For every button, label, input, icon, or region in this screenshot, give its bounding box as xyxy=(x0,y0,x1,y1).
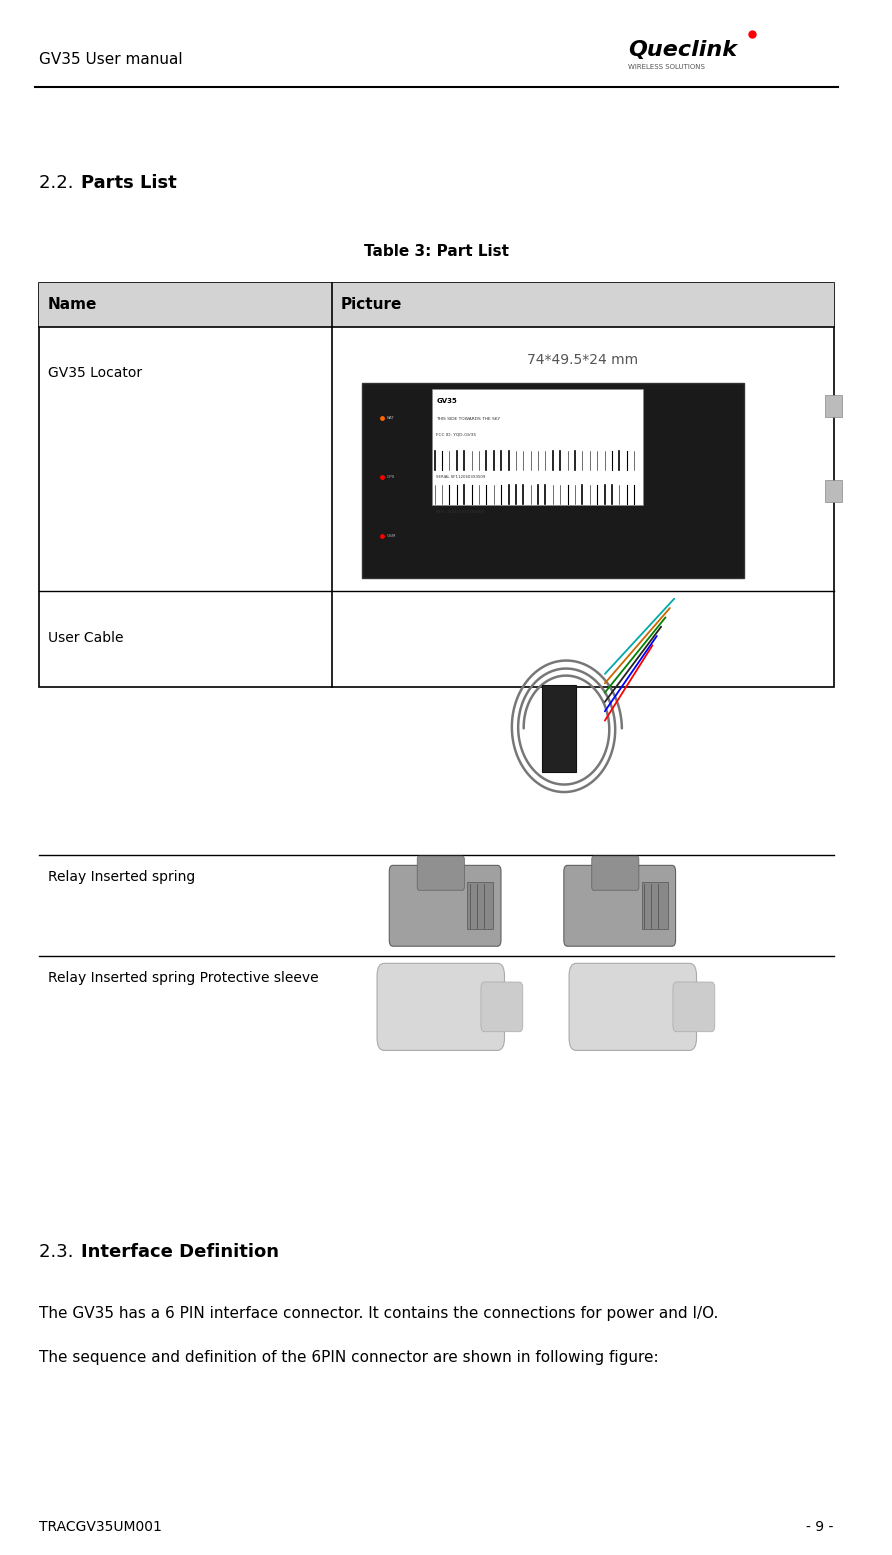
Text: Picture: Picture xyxy=(341,297,401,313)
Text: IMEI: 359231037393509: IMEI: 359231037393509 xyxy=(436,510,484,515)
Bar xyxy=(825,480,842,502)
Text: The GV35 has a 6 PIN interface connector. It contains the connections for power : The GV35 has a 6 PIN interface connector… xyxy=(39,1306,719,1322)
Text: GV35 Locator: GV35 Locator xyxy=(48,367,142,381)
FancyBboxPatch shape xyxy=(564,866,675,947)
FancyBboxPatch shape xyxy=(569,964,697,1051)
FancyBboxPatch shape xyxy=(591,857,639,891)
Text: THIS SIDE TOWARDS THE SKY: THIS SIDE TOWARDS THE SKY xyxy=(436,417,500,421)
Text: - 9 -: - 9 - xyxy=(806,1519,833,1535)
FancyBboxPatch shape xyxy=(417,857,465,891)
Text: SERIAL SF1120603X3509: SERIAL SF1120603X3509 xyxy=(436,474,486,479)
Text: Table 3: Part List: Table 3: Part List xyxy=(364,244,509,260)
Text: GPS: GPS xyxy=(386,476,395,479)
Text: WIRELESS SOLUTIONS: WIRELESS SOLUTIONS xyxy=(629,64,706,70)
Text: The sequence and definition of the 6PIN connector are shown in following figure:: The sequence and definition of the 6PIN … xyxy=(39,1350,659,1365)
FancyBboxPatch shape xyxy=(389,866,501,947)
Text: Relay Inserted spring Protective sleeve: Relay Inserted spring Protective sleeve xyxy=(48,972,318,986)
Text: TRACGV35UM001: TRACGV35UM001 xyxy=(39,1519,162,1535)
Text: Parts List: Parts List xyxy=(81,174,177,193)
Text: Interface Definition: Interface Definition xyxy=(81,1242,279,1261)
Bar xyxy=(432,389,643,505)
FancyBboxPatch shape xyxy=(481,983,523,1033)
Text: BAT: BAT xyxy=(386,417,394,420)
Text: Relay Inserted spring: Relay Inserted spring xyxy=(48,871,195,885)
Bar xyxy=(825,395,842,417)
Text: Queclink: Queclink xyxy=(629,40,738,59)
Text: 2.3.: 2.3. xyxy=(39,1242,79,1261)
Bar xyxy=(641,883,668,930)
FancyBboxPatch shape xyxy=(673,983,714,1033)
Bar xyxy=(39,283,833,327)
Text: User Cable: User Cable xyxy=(48,631,123,645)
Text: GV35 User manual: GV35 User manual xyxy=(39,51,183,67)
Text: FCC ID: YQD-GV35: FCC ID: YQD-GV35 xyxy=(436,432,476,437)
Bar xyxy=(362,383,744,578)
FancyBboxPatch shape xyxy=(377,964,505,1051)
Text: 74*49.5*24 mm: 74*49.5*24 mm xyxy=(527,353,638,367)
Text: GSM: GSM xyxy=(386,535,396,538)
Text: Name: Name xyxy=(48,297,97,313)
Bar xyxy=(467,883,493,930)
Text: GV35: GV35 xyxy=(436,398,458,404)
Bar xyxy=(39,283,833,687)
Bar xyxy=(542,684,575,771)
Text: 2.2.: 2.2. xyxy=(39,174,79,193)
